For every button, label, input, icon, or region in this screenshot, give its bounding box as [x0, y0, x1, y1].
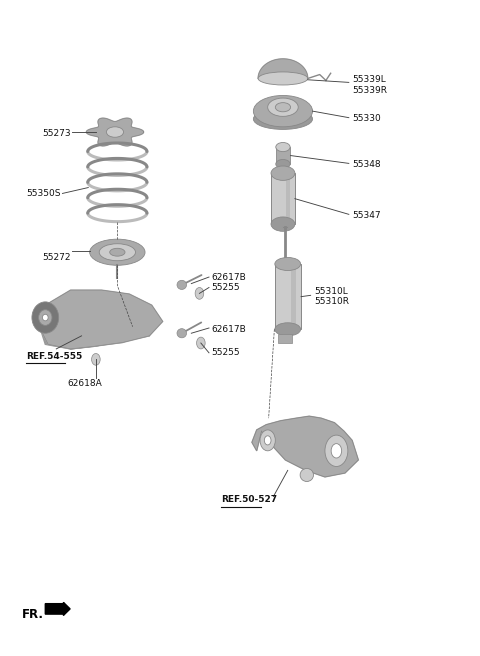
Ellipse shape	[42, 314, 48, 321]
Text: 55255: 55255	[211, 348, 240, 358]
Bar	[278, 333, 292, 343]
Text: 55339L
55339R: 55339L 55339R	[352, 75, 387, 94]
Polygon shape	[258, 59, 308, 79]
Ellipse shape	[38, 310, 52, 325]
Ellipse shape	[275, 257, 300, 270]
Text: 55330: 55330	[352, 114, 381, 123]
Text: 55273: 55273	[42, 129, 71, 138]
Text: 55347: 55347	[352, 211, 381, 220]
Ellipse shape	[271, 217, 295, 232]
Ellipse shape	[253, 108, 312, 129]
Ellipse shape	[268, 98, 298, 116]
Ellipse shape	[271, 166, 295, 180]
Polygon shape	[40, 321, 152, 349]
Ellipse shape	[260, 430, 276, 451]
Ellipse shape	[32, 302, 59, 333]
Bar	[275, 264, 300, 329]
Ellipse shape	[275, 323, 300, 336]
Ellipse shape	[107, 127, 123, 137]
Text: 62618A: 62618A	[68, 379, 102, 388]
Text: 55310L
55310R: 55310L 55310R	[314, 287, 349, 306]
Ellipse shape	[276, 102, 290, 112]
Ellipse shape	[264, 436, 271, 445]
Bar	[286, 173, 290, 224]
Bar	[276, 147, 290, 164]
Text: 62617B: 62617B	[211, 272, 246, 281]
Polygon shape	[40, 290, 163, 349]
Text: 55272: 55272	[42, 253, 71, 262]
Polygon shape	[252, 416, 359, 477]
Polygon shape	[86, 118, 144, 146]
Ellipse shape	[253, 96, 312, 127]
Text: 55350S: 55350S	[26, 189, 61, 198]
Ellipse shape	[90, 239, 145, 265]
Ellipse shape	[177, 280, 187, 289]
Ellipse shape	[276, 159, 290, 169]
Ellipse shape	[258, 72, 308, 85]
Ellipse shape	[99, 244, 135, 260]
Text: REF.50-527: REF.50-527	[221, 495, 277, 504]
Text: 55348: 55348	[352, 160, 381, 169]
Ellipse shape	[92, 354, 100, 365]
Ellipse shape	[110, 249, 125, 256]
Text: 55255: 55255	[211, 283, 240, 292]
Ellipse shape	[300, 468, 313, 482]
Ellipse shape	[197, 337, 205, 349]
Ellipse shape	[276, 142, 290, 152]
Bar	[291, 264, 296, 329]
Text: FR.: FR.	[22, 607, 43, 621]
Ellipse shape	[195, 287, 204, 299]
Ellipse shape	[177, 329, 187, 338]
Ellipse shape	[325, 435, 348, 466]
Bar	[271, 173, 295, 224]
Text: REF.54-555: REF.54-555	[26, 352, 83, 361]
FancyArrow shape	[45, 602, 70, 615]
Ellipse shape	[331, 443, 342, 458]
Text: 62617B: 62617B	[211, 325, 246, 334]
